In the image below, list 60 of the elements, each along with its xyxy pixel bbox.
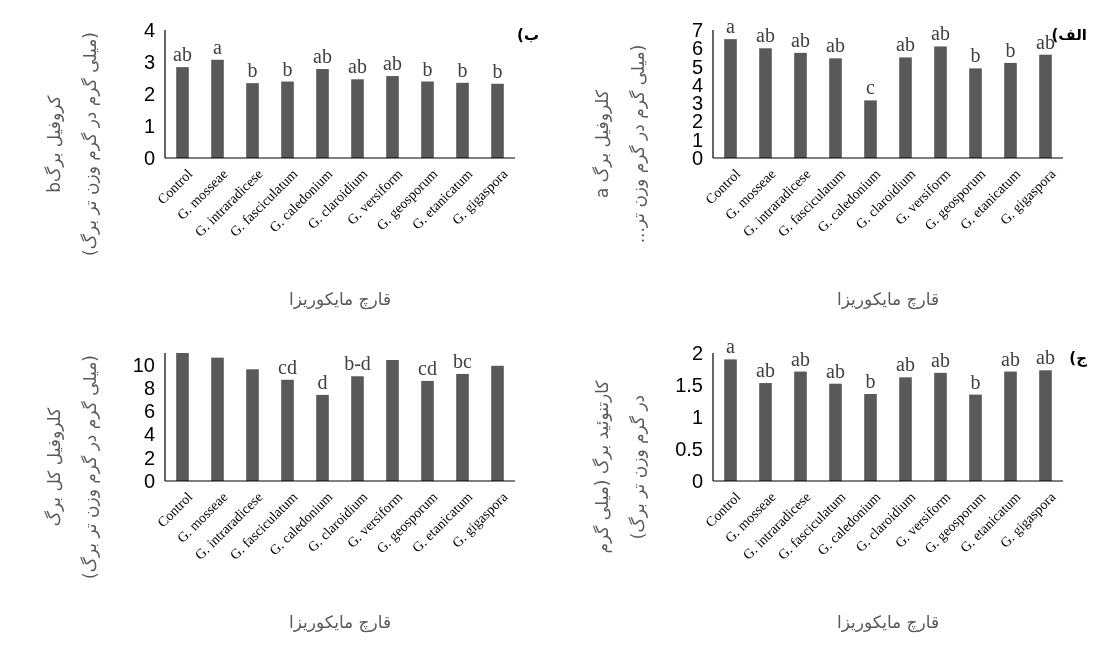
x-axis-title: قارچ مایکوریزا (836, 612, 940, 633)
y-tick-label: 3 (143, 51, 155, 73)
y-tick-label: 4 (143, 19, 155, 41)
y-tick-label: 2 (143, 83, 155, 105)
chart-title: ب) (517, 26, 539, 44)
y-axis-title: کروفیل برگb (میلی گرم در گرم وزن تر برگ) (44, 32, 100, 256)
data-label: a (726, 335, 736, 358)
y-tick-label: 4 (143, 423, 155, 446)
y-tick-label: 0 (143, 470, 155, 492)
data-label: ab (1001, 347, 1020, 370)
data-label: b (1005, 38, 1016, 61)
y-tick-label: 1 (691, 406, 703, 428)
data-label: ab (791, 28, 810, 51)
x-axis-title: قارچ مایکوریزا (836, 289, 940, 310)
data-label: ab (313, 45, 332, 68)
y-tick-label: 2 (143, 446, 155, 469)
data-label: ab (931, 348, 950, 371)
y-tick-label: 6 (143, 400, 155, 423)
y-tick-label: 10 (132, 353, 155, 376)
data-label: ab (896, 33, 915, 56)
y-axis-title: کلروفیل کل برگ (میلی گرم در گرم وزن تر برگ) (44, 355, 100, 579)
data-label: a (213, 35, 223, 58)
data-label: ab (931, 22, 950, 45)
data-label: cd (418, 356, 437, 379)
data-label: cd (278, 355, 297, 378)
data-label: b (457, 58, 468, 81)
data-label: d (317, 370, 328, 393)
y-axis-title: کلروفیل برگ a (میلی گرم در گرم وزن تر... (592, 44, 648, 244)
data-label: b (282, 57, 293, 80)
data-label: ab (826, 34, 845, 57)
y-tick-label: 0 (691, 470, 703, 492)
y-tick-label: 1 (143, 115, 155, 137)
data-label: b (865, 369, 876, 392)
data-label: b (970, 44, 981, 67)
data-label: ab (173, 43, 192, 66)
data-label: ab (896, 353, 915, 376)
data-label: a (726, 15, 736, 38)
data-label: ab (756, 24, 775, 47)
data-label: ab (826, 359, 845, 382)
x-axis-title: قارچ مایکوریزا (288, 289, 392, 310)
y-tick-label: 2 (691, 342, 703, 364)
data-label: ab (383, 52, 402, 75)
y-tick-label: 8 (143, 376, 155, 399)
data-label: b-d (344, 352, 371, 375)
data-label: ab (1036, 346, 1055, 369)
data-label: ab (348, 55, 367, 78)
data-label: bc (453, 349, 473, 372)
data-label: ab (791, 347, 810, 370)
y-tick-label: 0 (143, 147, 155, 169)
data-label: ab (756, 359, 775, 382)
x-axis-title: قارچ مایکوریزا (288, 612, 392, 633)
data-label: c (866, 76, 876, 99)
y-axis-title: کارتنوئید برگ (میلی گرم در گرم وزن تر برگ) (592, 379, 648, 554)
data-label: b (247, 59, 258, 82)
chart-title: ج) (1069, 349, 1088, 367)
y-tick-label: 1.5 (675, 374, 703, 396)
data-label: b (422, 57, 433, 80)
data-label: b (492, 59, 503, 82)
y-tick-label: 0.5 (675, 438, 703, 460)
data-label: b (970, 370, 981, 393)
